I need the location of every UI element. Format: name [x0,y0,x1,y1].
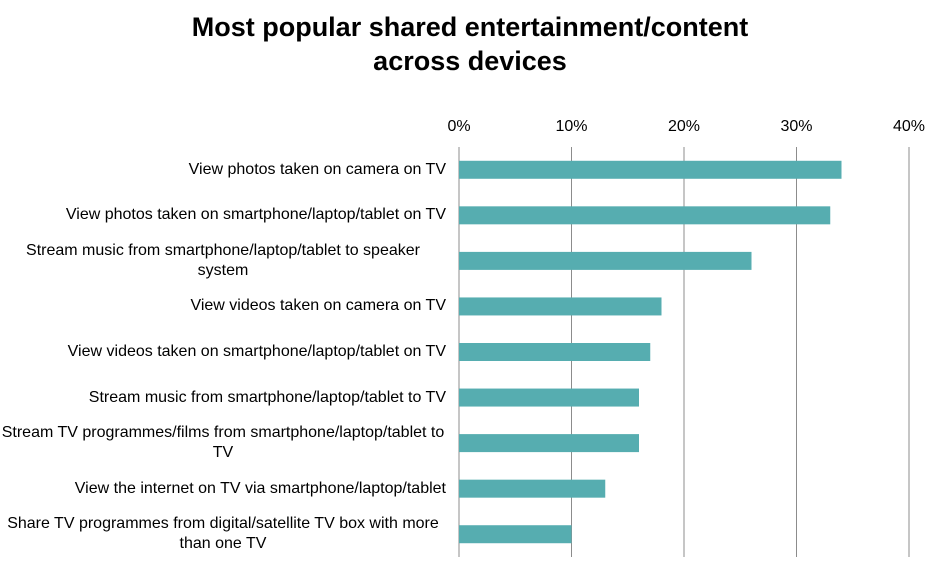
y-tick-label: View videos taken on smartphone/laptop/t… [67,342,446,360]
x-tick-label: 0% [447,118,471,135]
category-label-row: View photos taken on smartphone/laptop/t… [0,193,446,239]
category-label-row: Stream TV programmes/films from smartpho… [0,420,446,466]
y-tick-label: View photos taken on smartphone/laptop/t… [65,206,446,224]
category-label-row: Stream music from smartphone/laptop/tabl… [0,375,446,421]
category-label-row: Stream music from smartphone/laptop/tabl… [0,238,446,284]
category-label-row: View videos taken on smartphone/laptop/t… [0,329,446,375]
chart-title: Most popular shared entertainment/conten… [191,12,749,76]
bar [459,525,572,544]
x-tick-label: 10% [555,118,588,135]
y-tick-label: Share TV programmes from digital/satelli… [7,515,439,553]
bar [459,160,842,179]
y-tick-label: View the internet on TV via smartphone/l… [74,479,446,497]
y-tick-label: Stream TV programmes/films from smartpho… [1,424,445,462]
category-label-row: View photos taken on camera on TV [0,147,446,193]
y-tick-label: View videos taken on camera on TV [190,297,446,315]
bar [459,251,752,270]
y-tick-label: Stream music from smartphone/laptop/tabl… [26,241,420,279]
x-tick-label: 20% [667,118,701,135]
bar [459,343,651,361]
y-tick-label: Stream music from smartphone/laptop/tabl… [88,388,446,406]
category-label-row: Share TV programmes from digital/satelli… [0,511,446,557]
bar [459,297,662,316]
bar [459,388,639,407]
x-tick-label: 30% [780,118,813,135]
bar [459,479,606,498]
x-tick-label: 40% [892,118,926,135]
y-tick-label: View photos taken on camera on TV [188,160,446,178]
category-label-row: View the internet on TV via smartphone/l… [0,466,446,512]
bar [459,434,639,453]
bar [459,206,831,225]
category-label-row: View videos taken on camera on TV [0,284,446,330]
